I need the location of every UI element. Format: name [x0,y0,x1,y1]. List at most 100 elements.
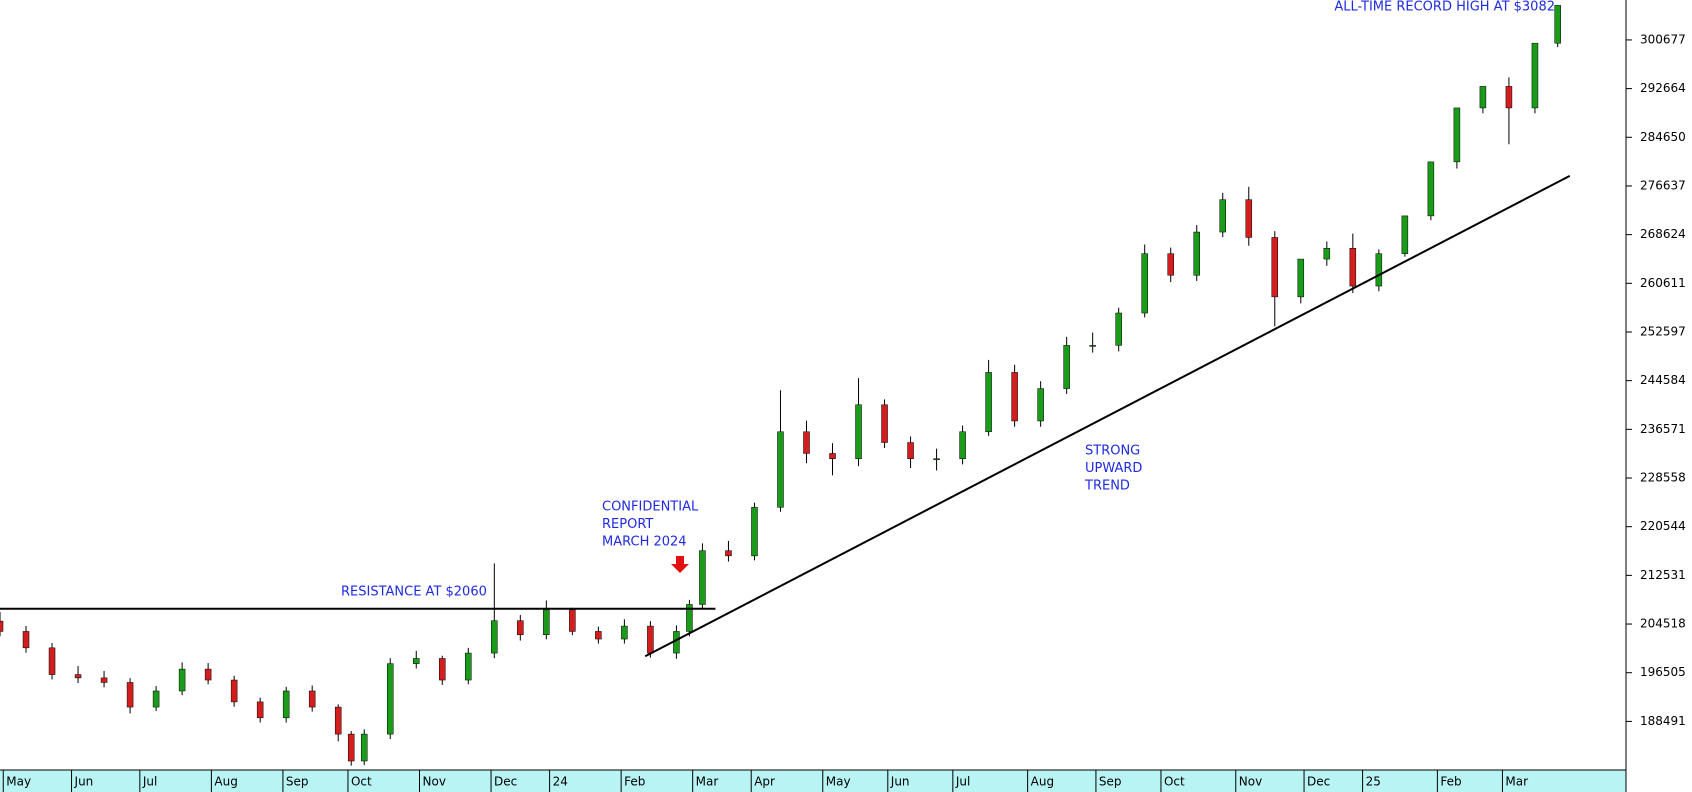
candle-body [855,404,862,459]
candle-body [1349,248,1357,287]
candle-body [347,733,355,762]
x-tick-label: Nov [423,775,446,789]
candle-body [360,733,368,762]
candle-body [22,631,30,649]
y-tick-label: 252597 [1640,324,1686,338]
annotation: MARCH 2024 [602,535,687,550]
candle-body [543,609,550,635]
y-tick-label: 220544 [1640,519,1686,533]
y-tick-label: 228558 [1640,471,1686,485]
candle-body [933,458,940,460]
annotation: REPORT [602,517,653,532]
candle-body [1401,215,1409,254]
y-tick-label: 244584 [1640,373,1686,387]
x-tick-label: Aug [214,775,237,789]
candle-body [1323,248,1331,260]
candle-body [0,620,4,632]
annotation: ALL-TIME RECORD HIGH AT $3082 [1334,0,1555,15]
x-tick-label: Sep [286,775,309,789]
candle-body [881,404,888,443]
x-tick-label: Feb [624,775,645,789]
candle-body [439,658,446,681]
candle-body [1427,161,1435,217]
x-tick-label: Jun [890,775,910,789]
candle-body [595,631,602,640]
candle-body [230,679,238,703]
candle-body [569,609,576,632]
candle-body [1115,312,1122,346]
candle-body [1193,231,1200,276]
candle-body [413,658,420,664]
candle-body [1011,372,1018,422]
y-tick-label: 300677 [1640,32,1686,46]
candle-body [1505,86,1513,109]
candle-body [1037,388,1044,422]
x-tick-label: Dec [494,775,517,789]
candle-body [959,431,966,459]
candle-body [1297,258,1305,298]
candle-body [282,690,290,719]
x-tick-label: 25 [1366,775,1381,789]
candle-body [1554,5,1561,44]
x-tick-label: Jul [142,775,157,789]
x-tick-label: Jul [955,775,970,789]
candle-body [1219,199,1227,233]
x-tick-label: Jun [74,775,94,789]
candle-body [517,620,524,635]
candle-body [985,372,992,433]
candle-body [1531,42,1539,109]
candle-body [1479,86,1487,109]
candle-body [204,668,212,681]
y-tick-label: 196505 [1640,665,1686,679]
candle-body [725,550,732,557]
candle-body [1245,199,1253,238]
candle-body [386,663,394,735]
y-tick-label: 204518 [1640,617,1686,631]
x-tick-label: May [826,775,851,789]
annotation: CONFIDENTIAL [602,500,699,515]
candle-body [1271,237,1279,298]
arrow [671,556,689,573]
candle-body [803,431,810,454]
y-tick-label: 188491 [1640,714,1686,728]
annotation: TREND [1084,479,1130,494]
candle-body [491,620,498,654]
candle-body [829,453,836,459]
x-tick-label: Mar [1505,775,1528,789]
candle-body [465,652,472,681]
y-tick-label: 276637 [1640,178,1686,192]
x-tick-label: Feb [1440,775,1461,789]
x-tick-label: Sep [1099,775,1122,789]
candle-body [100,677,108,683]
x-tick-label: Apr [754,775,775,789]
candle-body [1141,253,1148,314]
candle-body [1089,345,1096,347]
candle-body [647,625,654,654]
candle-body [178,668,186,692]
candle-body [907,442,914,459]
candle-body [1167,253,1174,276]
y-tick-label: 236571 [1640,422,1686,436]
y-tick-label: 212531 [1640,568,1686,582]
candle-body [1375,253,1383,287]
annotation: RESISTANCE AT $2060 [341,585,487,600]
candle-body [74,674,82,679]
y-tick-label: 260611 [1640,276,1686,290]
candle-body [686,604,693,632]
candle-body [334,706,342,735]
candle-body [48,647,56,675]
candle-body [621,625,628,640]
candle-body [308,690,316,708]
x-tick-label: 24 [553,775,568,789]
trend-line [644,175,1571,658]
candle-body [256,701,264,719]
y-tick-label: 284650 [1640,130,1686,144]
candle-body [152,690,160,708]
x-tick-label: Oct [1164,775,1185,789]
candle-body [751,507,758,557]
x-tick-label: Mar [696,775,719,789]
x-tick-label: May [6,775,31,789]
candle-body [1063,345,1070,389]
candle-body [126,682,134,708]
